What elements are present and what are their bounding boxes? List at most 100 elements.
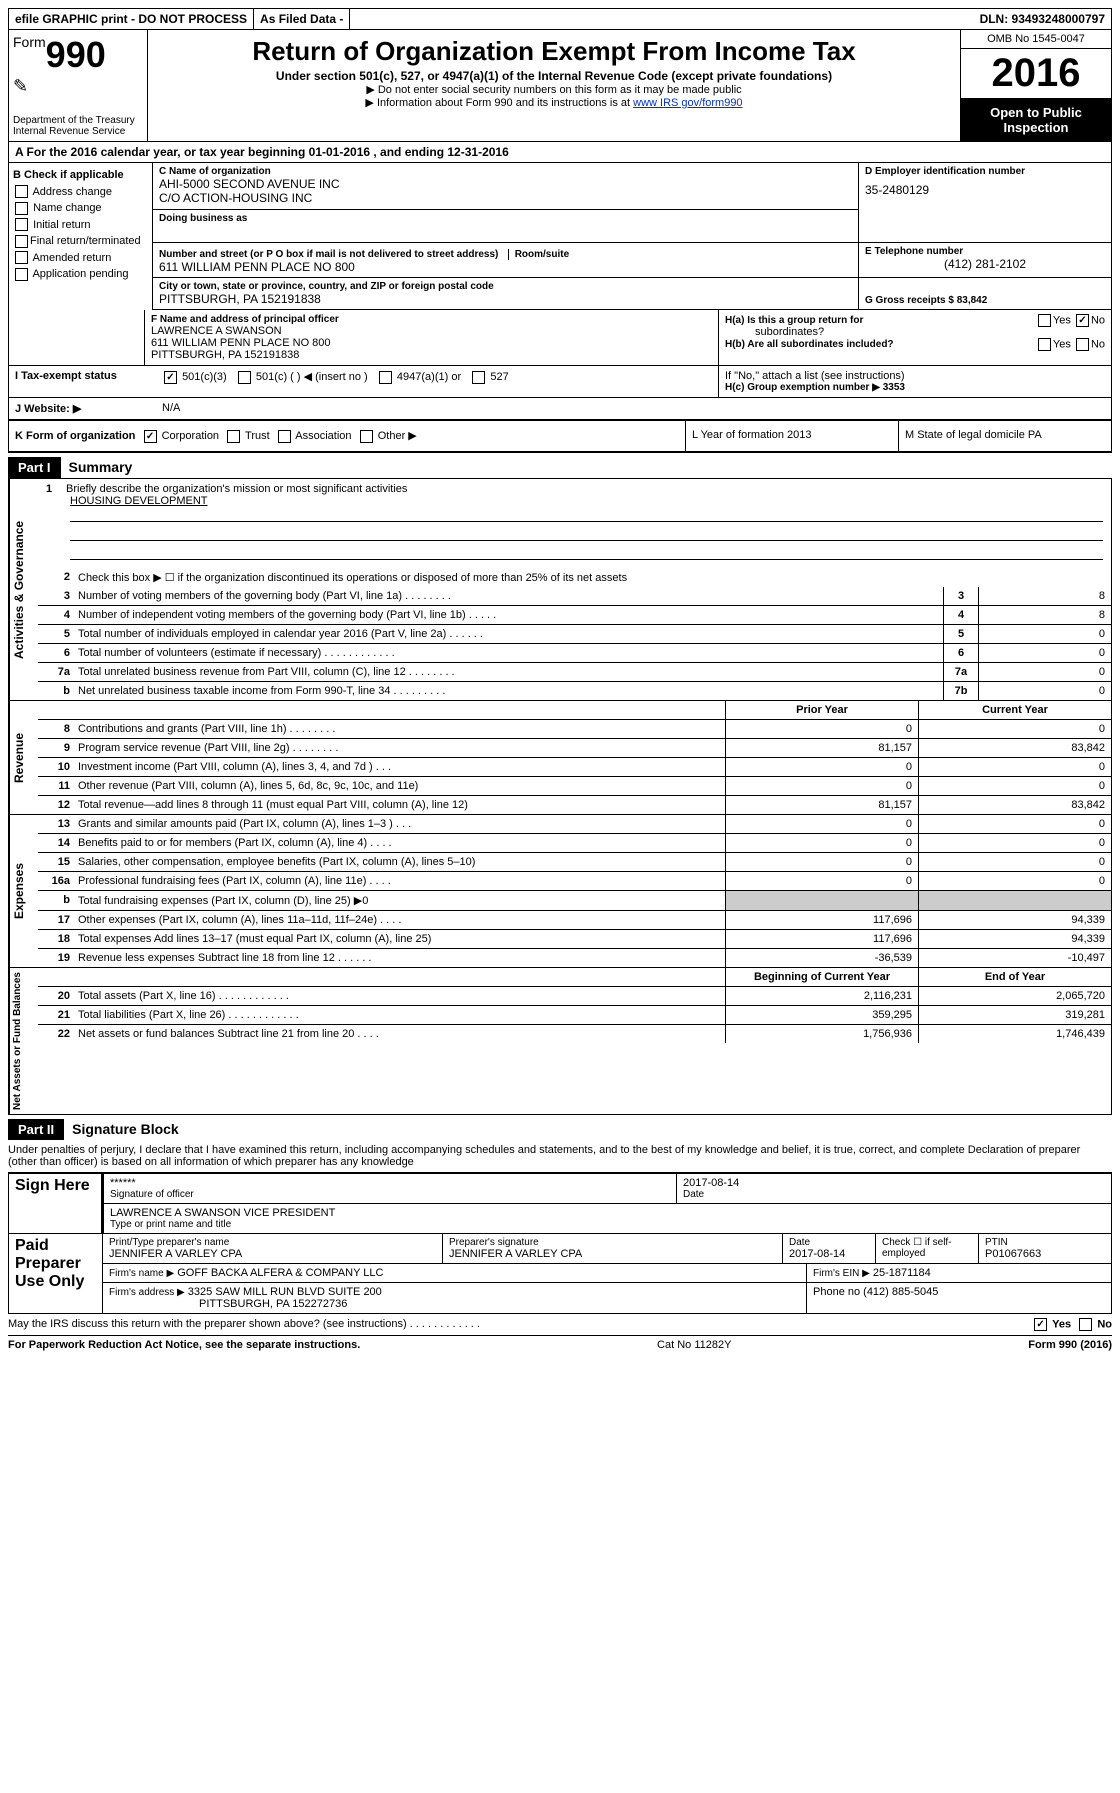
cb-assoc[interactable] bbox=[278, 430, 291, 443]
check-self-employed[interactable]: Check ☐ if self-employed bbox=[876, 1234, 979, 1263]
irs-link[interactable]: www IRS gov/form990 bbox=[633, 97, 742, 109]
cb-discuss-yes[interactable] bbox=[1034, 1318, 1047, 1331]
form-header: Form990 ✎ Department of the Treasury Int… bbox=[8, 30, 1112, 142]
section-f: F Name and address of principal officer … bbox=[145, 310, 719, 365]
top-bar: efile GRAPHIC print - DO NOT PROCESS As … bbox=[8, 8, 1112, 30]
firm-ein: 25-1871184 bbox=[873, 1267, 931, 1279]
expense-row: 15Salaries, other compensation, employee… bbox=[38, 853, 1111, 872]
cb-pending[interactable]: Application pending bbox=[13, 266, 148, 283]
row-k: K Form of organization Corporation Trust… bbox=[8, 421, 1112, 453]
perjury-note: Under penalties of perjury, I declare th… bbox=[8, 1140, 1112, 1173]
paid-preparer-label: Paid Preparer Use Only bbox=[9, 1233, 103, 1313]
expense-row: 16aProfessional fundraising fees (Part I… bbox=[38, 872, 1111, 891]
form-title-box: Return of Organization Exempt From Incom… bbox=[148, 30, 961, 141]
ag-row: 7a Total unrelated business revenue from… bbox=[38, 663, 1111, 682]
efile-notice: efile GRAPHIC print - DO NOT PROCESS bbox=[9, 9, 254, 29]
ag-row: 3 Number of voting members of the govern… bbox=[38, 587, 1111, 606]
part1-box: Activities & Governance 1 Briefly descri… bbox=[8, 478, 1112, 701]
dept-treasury: Department of the Treasury bbox=[13, 115, 143, 126]
cb-501c[interactable] bbox=[238, 371, 251, 384]
sign-here-label: Sign Here bbox=[9, 1173, 103, 1233]
vlabel-expenses: Expenses bbox=[9, 815, 38, 967]
row-i: I Tax-exempt status 501(c)(3) 501(c) ( )… bbox=[8, 366, 1112, 398]
open-inspection: Open to Public Inspection bbox=[961, 99, 1111, 141]
omb-number: OMB No 1545-0047 bbox=[961, 30, 1111, 49]
section-fh: F Name and address of principal officer … bbox=[8, 310, 1112, 366]
form-note-2: ▶ Information about Form 990 and its ins… bbox=[152, 96, 956, 109]
section-c-address: Number and street (or P O box if mail is… bbox=[153, 243, 859, 277]
row-j: J Website: ▶ N/A bbox=[8, 398, 1112, 421]
part-1-header: Part I Summary bbox=[8, 457, 1112, 478]
revenue-row: 9Program service revenue (Part VIII, lin… bbox=[38, 739, 1111, 758]
tax-year: 2016 bbox=[961, 49, 1111, 99]
expense-row: bTotal fundraising expenses (Part IX, co… bbox=[38, 891, 1111, 911]
sign-date: 2017-08-14 bbox=[683, 1177, 1105, 1189]
form-note-1: ▶ Do not enter social security numbers o… bbox=[152, 83, 956, 96]
cat-no: Cat No 11282Y bbox=[360, 1339, 1028, 1351]
firm-name: GOFF BACKA ALFERA & COMPANY LLC bbox=[177, 1267, 383, 1279]
ag-row: 6 Total number of volunteers (estimate i… bbox=[38, 644, 1111, 663]
revenue-row: 11Other revenue (Part VIII, column (A), … bbox=[38, 777, 1111, 796]
expense-row: 19Revenue less expenses Subtract line 18… bbox=[38, 949, 1111, 967]
cb-discuss-no[interactable] bbox=[1079, 1318, 1092, 1331]
netassets-box: Net Assets or Fund Balances Beginning of… bbox=[8, 968, 1112, 1115]
section-c-name: C Name of organization AHI-5000 SECOND A… bbox=[153, 163, 859, 242]
expense-row: 17Other expenses (Part IX, column (A), l… bbox=[38, 911, 1111, 930]
form-no-footer: Form 990 (2016) bbox=[1028, 1339, 1112, 1351]
firm-addr2: PITTSBURGH, PA 152272736 bbox=[109, 1298, 800, 1310]
form-subtitle: Under section 501(c), 527, or 4947(a)(1)… bbox=[152, 69, 956, 83]
section-b: B Check if applicable Address change Nam… bbox=[9, 163, 153, 310]
netassets-row: 21Total liabilities (Part X, line 26) . … bbox=[38, 1006, 1111, 1025]
expense-row: 18Total expenses Add lines 13–17 (must e… bbox=[38, 930, 1111, 949]
section-d: D Employer identification number 35-2480… bbox=[859, 163, 1111, 242]
year-box: OMB No 1545-0047 2016 Open to Public Ins… bbox=[961, 30, 1111, 141]
ag-row: 5 Total number of individuals employed i… bbox=[38, 625, 1111, 644]
part-2-header: Part II Signature Block bbox=[8, 1119, 1112, 1140]
cb-initial[interactable]: Initial return bbox=[13, 217, 148, 234]
cb-final[interactable]: Final return/terminated bbox=[13, 233, 148, 250]
footer-bottom: For Paperwork Reduction Act Notice, see … bbox=[8, 1336, 1112, 1354]
cb-amended[interactable]: Amended return bbox=[13, 250, 148, 267]
as-filed: As Filed Data - bbox=[254, 9, 350, 29]
form-label-box: Form990 ✎ Department of the Treasury Int… bbox=[9, 30, 148, 141]
revenue-row: 12Total revenue—add lines 8 through 11 (… bbox=[38, 796, 1111, 814]
section-g: G Gross receipts $ 83,842 bbox=[859, 278, 1111, 309]
mission-text: HOUSING DEVELOPMENT bbox=[70, 495, 1103, 507]
cb-name[interactable]: Name change bbox=[13, 200, 148, 217]
cb-4947[interactable] bbox=[379, 371, 392, 384]
revenue-row: 10Investment income (Part VIII, column (… bbox=[38, 758, 1111, 777]
ein-value: 35-2480129 bbox=[865, 177, 1105, 197]
cb-527[interactable] bbox=[472, 371, 485, 384]
section-cde: C Name of organization AHI-5000 SECOND A… bbox=[153, 163, 1111, 310]
officer-name: LAWRENCE A SWANSON VICE PRESIDENT bbox=[110, 1207, 1105, 1219]
year-formation: L Year of formation 2013 bbox=[685, 421, 898, 451]
expense-row: 14Benefits paid to or for members (Part … bbox=[38, 834, 1111, 853]
firm-addr1: 3325 SAW MILL RUN BLVD SUITE 200 bbox=[188, 1286, 382, 1298]
vlabel-netassets: Net Assets or Fund Balances bbox=[9, 968, 38, 1114]
cb-corp[interactable] bbox=[144, 430, 157, 443]
row-a-tax-year: A For the 2016 calendar year, or tax yea… bbox=[8, 142, 1112, 163]
signature-table: Sign Here ****** Signature of officer 20… bbox=[8, 1173, 1112, 1314]
prep-date: 2017-08-14 bbox=[789, 1248, 869, 1260]
phone-value: (412) 281-2102 bbox=[865, 257, 1105, 271]
vlabel-revenue: Revenue bbox=[9, 701, 38, 814]
cb-501c3[interactable] bbox=[164, 371, 177, 384]
preparer-sig: JENNIFER A VARLEY CPA bbox=[449, 1248, 776, 1260]
ptin: P01067663 bbox=[985, 1248, 1105, 1260]
expenses-box: Expenses 13Grants and similar amounts pa… bbox=[8, 815, 1112, 968]
ag-row: 4 Number of independent voting members o… bbox=[38, 606, 1111, 625]
revenue-row: 8Contributions and grants (Part VIII, li… bbox=[38, 720, 1111, 739]
revenue-box: Revenue Prior Year Current Year 8Contrib… bbox=[8, 701, 1112, 815]
form-prefix: Form bbox=[13, 34, 46, 50]
dln: DLN: 93493248000797 bbox=[974, 9, 1111, 29]
discuss-row: May the IRS discuss this return with the… bbox=[8, 1314, 1112, 1336]
firm-phone: Phone no (412) 885-5045 bbox=[807, 1283, 1111, 1313]
org-info-grid: B Check if applicable Address change Nam… bbox=[8, 163, 1112, 310]
netassets-row: 20Total assets (Part X, line 16) . . . .… bbox=[38, 987, 1111, 1006]
vlabel-activities: Activities & Governance bbox=[9, 479, 38, 700]
netassets-row: 22Net assets or fund balances Subtract l… bbox=[38, 1025, 1111, 1043]
state-domicile: M State of legal domicile PA bbox=[898, 421, 1111, 451]
cb-other[interactable] bbox=[360, 430, 373, 443]
cb-trust[interactable] bbox=[227, 430, 240, 443]
cb-address[interactable]: Address change bbox=[13, 184, 148, 201]
